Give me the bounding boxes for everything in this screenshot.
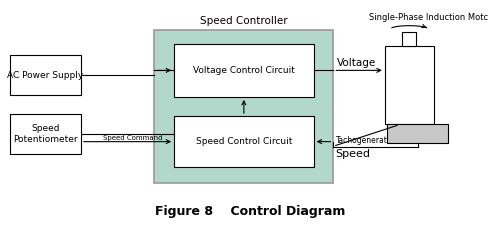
- Bar: [10, 55, 81, 95]
- Text: Voltage: Voltage: [337, 58, 376, 68]
- Text: Speed Control Circuit: Speed Control Circuit: [196, 137, 292, 146]
- Text: AC Power Supply: AC Power Supply: [8, 71, 84, 80]
- Text: Single-Phase Induction Motc: Single-Phase Induction Motc: [370, 13, 488, 22]
- Text: Voltage Control Circuit: Voltage Control Circuit: [193, 66, 295, 75]
- Text: Speed Command: Speed Command: [102, 135, 162, 141]
- Bar: [387, 124, 448, 143]
- Bar: [174, 44, 314, 97]
- Text: Speed Controller: Speed Controller: [200, 16, 288, 26]
- Text: Tachogenerator: Tachogenerator: [336, 136, 396, 145]
- Text: Speed: Speed: [336, 149, 370, 159]
- Bar: [174, 116, 314, 167]
- Text: Figure 8    Control Diagram: Figure 8 Control Diagram: [155, 205, 345, 218]
- Text: Speed
Potentiometer: Speed Potentiometer: [13, 124, 78, 144]
- Bar: [402, 32, 416, 46]
- Bar: [154, 30, 334, 183]
- Bar: [385, 46, 434, 124]
- Bar: [10, 114, 81, 154]
